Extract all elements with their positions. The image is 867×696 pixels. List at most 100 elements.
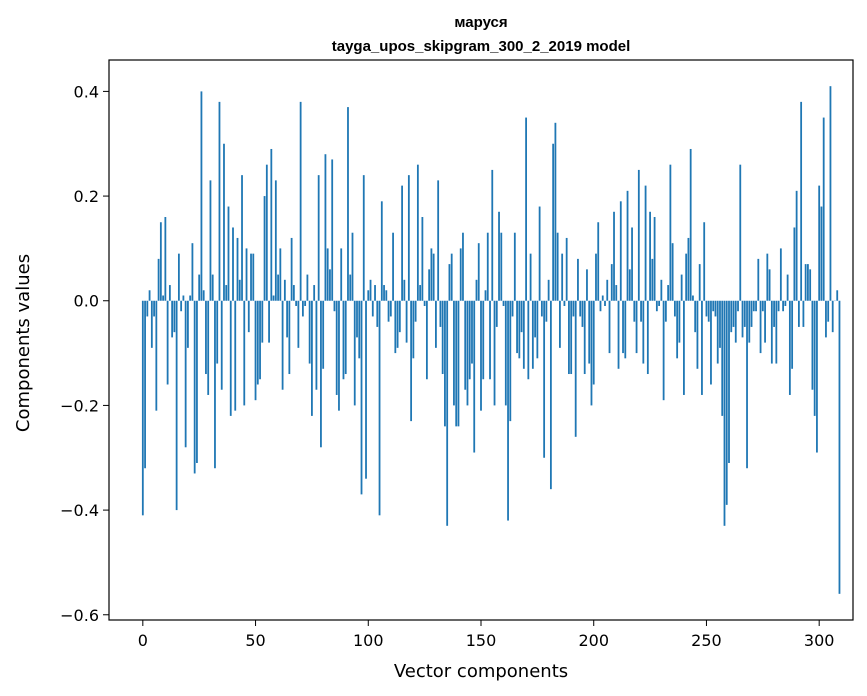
bar-217 bbox=[631, 227, 633, 301]
x-tick-label: 150 bbox=[466, 631, 497, 650]
bar-292 bbox=[800, 101, 803, 301]
bar-118 bbox=[407, 175, 410, 301]
bar-70 bbox=[299, 101, 302, 301]
bar-98 bbox=[362, 175, 365, 301]
bar-216 bbox=[628, 269, 631, 301]
bar-234 bbox=[669, 164, 672, 301]
bar-128 bbox=[430, 248, 433, 301]
bar-178 bbox=[543, 300, 546, 458]
bar-200 bbox=[592, 300, 595, 385]
bar-172 bbox=[529, 253, 532, 301]
bar-34 bbox=[218, 101, 221, 301]
bar-20 bbox=[187, 300, 189, 348]
bar-123 bbox=[419, 285, 422, 301]
bar-140 bbox=[457, 300, 460, 427]
bar-116 bbox=[403, 279, 406, 301]
bar-198 bbox=[588, 300, 591, 364]
bar-233 bbox=[667, 285, 670, 301]
bar-132 bbox=[439, 300, 442, 327]
bar-287 bbox=[788, 300, 791, 395]
bar-288 bbox=[791, 300, 794, 369]
bar-282 bbox=[777, 300, 780, 312]
bar-111 bbox=[392, 232, 394, 301]
bar-35 bbox=[220, 300, 223, 390]
y-tick-label: −0.2 bbox=[60, 396, 99, 415]
bar-237 bbox=[676, 300, 679, 359]
bar-255 bbox=[716, 300, 719, 364]
bar-63 bbox=[283, 279, 286, 301]
bar-24 bbox=[196, 300, 198, 463]
bar-117 bbox=[405, 300, 408, 343]
bar-147 bbox=[473, 300, 476, 453]
bar-148 bbox=[475, 279, 478, 301]
bar-99 bbox=[365, 300, 367, 479]
bar-158 bbox=[498, 211, 500, 301]
bar-204 bbox=[601, 295, 604, 301]
bar-239 bbox=[680, 274, 683, 301]
bar-109 bbox=[387, 300, 390, 322]
bar-44 bbox=[241, 175, 243, 301]
bar-249 bbox=[703, 222, 706, 301]
bar-168 bbox=[520, 300, 523, 333]
bar-3 bbox=[148, 290, 151, 301]
bar-300 bbox=[818, 185, 821, 301]
bar-174 bbox=[534, 300, 537, 338]
bar-115 bbox=[401, 185, 403, 301]
bar-290 bbox=[795, 190, 798, 301]
bar-176 bbox=[538, 206, 541, 301]
bar-48 bbox=[250, 253, 252, 301]
bar-74 bbox=[308, 300, 311, 364]
bar-11 bbox=[166, 300, 169, 385]
bar-224 bbox=[646, 300, 649, 375]
bar-71 bbox=[301, 300, 304, 317]
bar-267 bbox=[743, 300, 746, 327]
bar-177 bbox=[540, 300, 543, 317]
bar-152 bbox=[484, 290, 487, 301]
bar-180 bbox=[547, 279, 550, 301]
bar-244 bbox=[692, 295, 694, 301]
x-tick-label: 250 bbox=[691, 631, 722, 650]
bar-251 bbox=[707, 300, 710, 322]
bar-103 bbox=[374, 285, 376, 301]
bar-76 bbox=[313, 285, 316, 301]
bar-55 bbox=[265, 164, 268, 301]
bar-134 bbox=[444, 300, 446, 427]
bars-group bbox=[141, 86, 841, 594]
bar-41 bbox=[234, 300, 237, 411]
bar-15 bbox=[175, 300, 178, 511]
bar-122 bbox=[416, 164, 419, 301]
bar-185 bbox=[559, 300, 561, 348]
bar-230 bbox=[660, 279, 663, 301]
bar-32 bbox=[214, 300, 216, 469]
bar-82 bbox=[326, 248, 329, 301]
bar-26 bbox=[200, 91, 203, 301]
bar-91 bbox=[347, 107, 349, 301]
bar-100 bbox=[367, 290, 370, 301]
bar-188 bbox=[565, 237, 568, 301]
x-axis-ticks: 0 50 100 150 200 250 300 bbox=[138, 620, 834, 650]
bar-52 bbox=[259, 300, 261, 380]
bar-279 bbox=[770, 300, 773, 364]
bar-81 bbox=[324, 154, 327, 301]
bar-40 bbox=[232, 227, 234, 301]
bar-248 bbox=[701, 300, 703, 395]
bar-7 bbox=[157, 258, 160, 301]
bar-227 bbox=[653, 217, 656, 301]
x-tick-label: 0 bbox=[138, 631, 148, 650]
bar-37 bbox=[225, 285, 228, 301]
bar-272 bbox=[755, 300, 757, 312]
bar-153 bbox=[486, 232, 489, 301]
bar-202 bbox=[597, 222, 600, 301]
bar-194 bbox=[579, 300, 582, 317]
bar-286 bbox=[786, 274, 789, 301]
x-tick-label: 50 bbox=[245, 631, 265, 650]
bar-215 bbox=[626, 190, 629, 301]
bar-21 bbox=[189, 295, 192, 301]
bar-221 bbox=[640, 300, 642, 322]
bar-5 bbox=[153, 300, 155, 317]
bar-283 bbox=[779, 248, 782, 301]
bar-208 bbox=[610, 264, 613, 301]
bar-256 bbox=[719, 300, 721, 348]
bar-203 bbox=[599, 300, 602, 312]
